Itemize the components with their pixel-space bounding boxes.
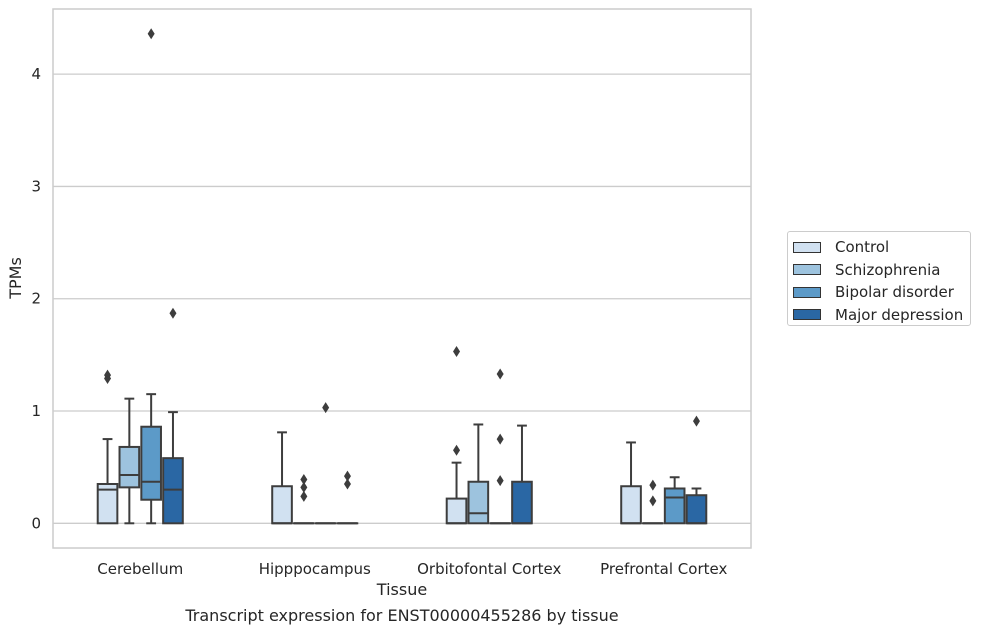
legend-label-schizophrenia: Schizophrenia (835, 260, 941, 279)
legend-item-bipolar-disorder: Bipolar disorder (788, 281, 970, 304)
box-0-1 (271, 431, 293, 525)
outlier-point (104, 369, 112, 381)
x-tick-label-2: Orbitofontal Cortex (417, 560, 561, 578)
box-3-2 (511, 424, 533, 525)
outlier-point (300, 481, 308, 493)
box-body (620, 485, 642, 525)
legend-swatch-major-depression (793, 309, 821, 321)
legend-swatch-schizophrenia (793, 264, 821, 276)
box-1-2 (467, 423, 490, 525)
box-body (663, 487, 686, 525)
box-body (96, 482, 119, 525)
outlier-point (300, 490, 308, 502)
box-3-1 (336, 470, 359, 525)
legend-swatch-bipolar-disorder (793, 286, 821, 298)
chart-caption: Transcript expression for ENST0000045528… (185, 606, 619, 625)
x-axis-label: Tissue (376, 580, 427, 599)
legend-item-major-depression: Major depression (788, 304, 970, 327)
box-2-3 (663, 476, 686, 525)
legend-label-major-depression: Major depression (835, 305, 964, 324)
box-0-2 (445, 345, 468, 525)
y-tick-label-4: 4 (31, 65, 41, 83)
box-3-0 (162, 307, 184, 525)
legend-item-schizophrenia: Schizophrenia (788, 259, 970, 282)
box-series (96, 28, 708, 525)
legend-label-control: Control (835, 238, 890, 257)
box-body (685, 494, 708, 525)
y-axis-label: TPMs (6, 257, 25, 300)
x-tick-label-1: Hipppocampus (259, 560, 371, 578)
y-tick-label-3: 3 (31, 177, 41, 195)
box-body (162, 457, 184, 525)
outlier-point (343, 478, 351, 490)
series-control (96, 345, 642, 525)
plot-frame (52, 8, 752, 549)
y-tick-label-2: 2 (31, 290, 41, 308)
box-body (271, 485, 293, 525)
box-body (511, 480, 533, 525)
box-3-3 (685, 415, 708, 525)
box-0-0 (96, 369, 119, 525)
outlier-point (343, 470, 351, 482)
box-body (467, 480, 490, 525)
box-body (118, 445, 141, 489)
outlier-point (453, 345, 461, 357)
box-1-3 (642, 479, 664, 525)
series-bipolar-disorder (140, 28, 686, 525)
x-axis-ticks: Cerebellum Hipppocampus Orbitofontal Corte… (97, 560, 727, 578)
outlier-point (147, 28, 155, 40)
legend-swatch-control (793, 241, 821, 253)
series-major-depression (162, 307, 708, 525)
box-1-1 (293, 474, 315, 525)
outlier-point (300, 474, 308, 486)
outlier-point (322, 402, 330, 414)
box-body (140, 425, 162, 501)
outlier-point (496, 433, 504, 445)
box-1-0 (118, 397, 141, 525)
series-schizophrenia (118, 397, 664, 525)
y-axis-ticks: 0 1 2 3 4 (31, 65, 41, 532)
y-tick-label-0: 0 (31, 514, 41, 532)
legend-label-bipolar-disorder: Bipolar disorder (835, 283, 954, 302)
box-2-2 (489, 368, 511, 525)
y-tick-label-1: 1 (31, 402, 41, 420)
outlier-point (169, 307, 177, 319)
x-tick-label-3: Prefrontal Cortex (600, 560, 727, 578)
outlier-point (649, 479, 657, 491)
outlier-point (453, 444, 461, 456)
legend: Control Schizophrenia Bipolar disorder M… (787, 231, 971, 326)
box-2-0 (140, 28, 162, 525)
outlier-point (496, 368, 504, 380)
box-body (445, 497, 468, 525)
box-0-3 (620, 441, 642, 525)
x-tick-label-0: Cerebellum (97, 560, 183, 578)
outlier-point (649, 495, 657, 507)
outlier-point (692, 415, 700, 427)
box-2-1 (314, 402, 337, 525)
legend-item-control: Control (788, 236, 970, 259)
outlier-point (496, 475, 504, 487)
